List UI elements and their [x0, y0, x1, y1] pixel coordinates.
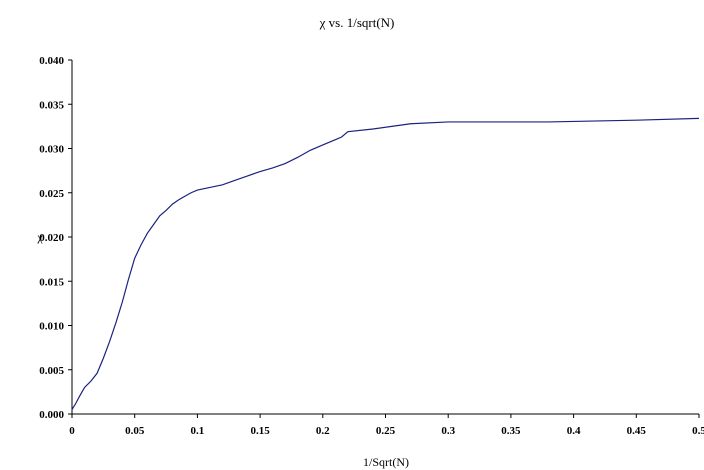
x-tick-label: 0.2: [316, 425, 330, 437]
x-ticks: 0 0.05 0.1 0.15 0.2 0.25 0.3 0.35 0.4 0.45 0.5: [69, 414, 704, 437]
y-tick-label: 0.000: [39, 409, 64, 421]
y-tick-label: 0.035: [39, 99, 64, 111]
x-tick-label: 0.3: [441, 425, 455, 437]
x-axis-label: 1/Sqrt(N): [363, 455, 409, 469]
chart-title: χ vs. 1/sqrt(N): [319, 15, 395, 30]
x-tick-label: 0.05: [125, 425, 145, 437]
y-tick-label: 0.020: [39, 232, 64, 244]
plot-area: 0.000 0.005 0.010 0.015 0.020 0.025 0.030 0.035…: [39, 55, 704, 437]
y-axis-label: χ: [36, 230, 43, 244]
x-tick-label: 0.1: [191, 425, 205, 437]
x-tick-label: 0: [69, 425, 75, 437]
y-tick-label: 0.025: [39, 188, 64, 200]
x-tick-label: 0.45: [627, 425, 647, 437]
x-tick-label: 0.35: [501, 425, 521, 437]
x-tick-label: 0.5: [692, 425, 704, 437]
y-tick-label: 0.015: [39, 276, 64, 288]
x-tick-label: 0.4: [567, 425, 581, 437]
series-line: [71, 117, 700, 410]
x-tick-label: 0.15: [250, 425, 270, 437]
y-tick-label: 0.040: [39, 55, 64, 67]
x-tick-label: 0.25: [376, 425, 396, 437]
y-tick-label: 0.030: [39, 144, 64, 156]
y-tick-label: 0.010: [39, 321, 64, 333]
y-tick-label: 0.005: [39, 365, 64, 377]
y-ticks: 0.000 0.005 0.010 0.015 0.020 0.025 0.030 0.035…: [39, 55, 72, 421]
